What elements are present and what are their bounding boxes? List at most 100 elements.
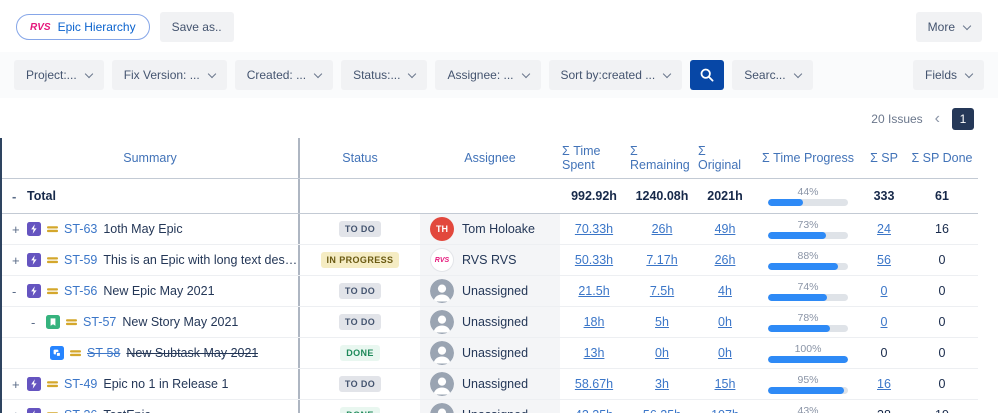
filter-project-button[interactable]: Project:... — [14, 60, 104, 90]
status-badge: TO DO — [338, 314, 382, 330]
time-spent-link[interactable]: 18h — [583, 315, 605, 329]
time-remaining-link[interactable]: 7.17h — [646, 253, 678, 267]
epic-icon — [27, 377, 41, 391]
more-button[interactable]: More — [915, 12, 982, 42]
chevron-down-icon — [207, 69, 216, 78]
fields-button[interactable]: Fields — [912, 60, 984, 90]
search-button[interactable] — [690, 60, 725, 90]
time-original-link[interactable]: 49h — [714, 222, 736, 236]
time-original-link[interactable]: 15h — [714, 377, 736, 391]
cell-time-spent: 50.33h — [560, 245, 628, 275]
column-header-sp[interactable]: Σ SP — [870, 151, 898, 165]
column-header-sp-done[interactable]: Σ SP Done — [911, 151, 973, 165]
time-spent-link[interactable]: 50.33h — [574, 253, 614, 267]
column-header-status[interactable]: Status — [342, 151, 378, 165]
time-original-link[interactable]: 4h — [718, 284, 732, 298]
issue-key-link[interactable]: ST-58 — [87, 346, 121, 360]
filter-status-button[interactable]: Status:... — [341, 60, 428, 90]
sp-done-cell: 0 — [906, 245, 978, 275]
column-header-assignee[interactable]: Assignee — [464, 151, 516, 165]
chevron-down-icon — [793, 69, 802, 78]
assignee-cell: TH Tom Holoake — [420, 214, 560, 244]
rank-icon — [47, 284, 58, 298]
column-header-original[interactable]: Σ Original — [698, 144, 742, 172]
filter-created-button[interactable]: Created: ... — [234, 60, 334, 90]
row-expander-toggle[interactable]: - — [12, 283, 17, 299]
filter-bar: Project:... Fix Version: ... Created: ... S… — [0, 52, 998, 98]
issue-key-link[interactable]: ST-56 — [64, 284, 98, 298]
time-progress-cell: 74% — [754, 276, 862, 306]
time-remaining-link[interactable]: 56.25h — [643, 408, 681, 413]
row-expander-toggle[interactable]: + — [12, 376, 20, 392]
column-header-time-spent[interactable]: Σ Time Spent — [562, 144, 601, 172]
chevron-left-icon[interactable]: ‹ — [934, 110, 940, 127]
sp-link[interactable]: 0 — [880, 284, 888, 298]
time-progress-cell: 43% — [754, 400, 862, 413]
time-spent-link[interactable]: 21.5h — [578, 284, 610, 298]
page-number-button[interactable]: 1 — [952, 108, 974, 130]
sp-link[interactable]: 56 — [877, 253, 891, 267]
row-expander-toggle[interactable]: + — [12, 252, 20, 268]
time-spent-link[interactable]: 13h — [583, 346, 605, 360]
avatar: TH — [430, 217, 454, 241]
progress-fill — [768, 199, 804, 206]
column-header-time-progress[interactable]: Σ Time Progress — [761, 151, 854, 165]
save-as-button[interactable]: Save as.. — [159, 12, 234, 42]
rank-icon — [47, 222, 58, 236]
issue-summary: New Story May 2021 — [122, 315, 239, 329]
filter-fix-version-button[interactable]: Fix Version: ... — [111, 60, 227, 90]
assignee-name: Unassigned — [462, 377, 529, 391]
sp-link[interactable]: 0 — [880, 315, 888, 329]
time-progress-cell: 95% — [754, 369, 862, 399]
status-cell: TO DO — [300, 214, 420, 244]
time-spent-link[interactable]: 70.33h — [574, 222, 614, 236]
time-remaining-link[interactable]: 5h — [655, 315, 669, 329]
time-original-link[interactable]: 0h — [718, 346, 732, 360]
issue-row: - ST-57 New Story May 2021 TO DO Unassigned 1… — [2, 307, 978, 338]
issue-key-link[interactable]: ST-63 — [64, 222, 98, 236]
sp-link[interactable]: 24 — [877, 222, 891, 236]
issue-key-link[interactable]: ST-57 — [83, 315, 117, 329]
row-expander-toggle[interactable]: - — [31, 314, 36, 330]
time-remaining-link[interactable]: 3h — [655, 377, 669, 391]
chevron-down-icon — [408, 69, 417, 78]
issue-key-link[interactable]: ST-59 — [64, 253, 98, 267]
column-header-summary[interactable]: Summary — [2, 138, 300, 178]
filter-assignee-button[interactable]: Assignee: ... — [435, 60, 541, 90]
rank-icon — [47, 377, 58, 391]
issue-summary: New Subtask May 2021 — [126, 346, 259, 360]
rank-icon — [66, 315, 77, 329]
issue-key-link[interactable]: ST-36 — [64, 408, 97, 413]
sp-value: 333 — [873, 189, 895, 203]
time-spent-link[interactable]: 42.25h — [575, 408, 613, 413]
issue-key-link[interactable]: ST-49 — [64, 377, 98, 391]
progress-indicator: 74% — [768, 281, 848, 301]
progress-track — [768, 263, 848, 270]
search-dropdown-label: Searc... — [744, 68, 786, 82]
row-expander-toggle[interactable]: - — [12, 188, 17, 204]
cell-time-remaining: 7.5h — [628, 276, 696, 306]
filter-sort-by-button[interactable]: Sort by:created ... — [548, 60, 683, 90]
time-original-link[interactable]: 0h — [718, 315, 732, 329]
epic-hierarchy-view-button[interactable]: RVS Epic Hierarchy — [16, 14, 150, 40]
filter-button-label: Created: ... — [246, 68, 307, 82]
time-remaining-link[interactable]: 0h — [655, 346, 669, 360]
time-remaining-link[interactable]: 26h — [651, 222, 673, 236]
progress-percent-label: 100% — [794, 343, 822, 355]
rvs-logo-icon: RVS — [30, 21, 51, 33]
column-header-remaining[interactable]: Σ Remaining — [630, 144, 690, 172]
time-spent-link[interactable]: 58.67h — [574, 377, 614, 391]
row-expander-toggle[interactable]: + — [12, 408, 21, 413]
time-remaining-value: 1240.08h — [635, 189, 689, 203]
cell-time-original: 26h — [696, 245, 754, 275]
sp-cell: 0 — [862, 338, 906, 368]
sp-cell: 38 — [862, 400, 906, 413]
status-badge: TO DO — [338, 283, 382, 299]
time-remaining-link[interactable]: 7.5h — [649, 284, 675, 298]
row-expander-toggle[interactable]: + — [12, 221, 20, 237]
time-original-link[interactable]: 26h — [714, 253, 736, 267]
search-dropdown-button[interactable]: Searc... — [732, 60, 813, 90]
time-original-link[interactable]: 107h — [711, 408, 739, 413]
sp-value: 38 — [877, 408, 891, 413]
sp-link[interactable]: 16 — [877, 377, 891, 391]
